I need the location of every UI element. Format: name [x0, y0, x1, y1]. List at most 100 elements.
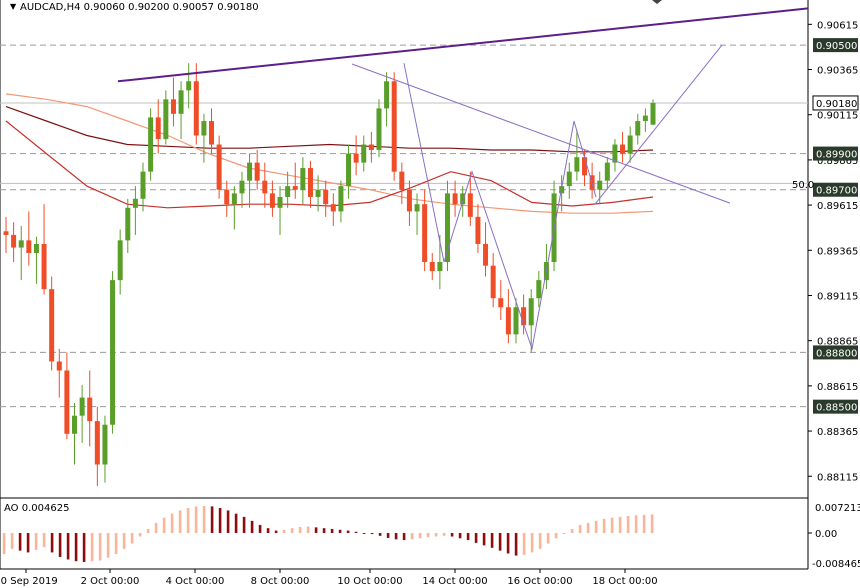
chart-header: AUDCAD,H4 0.90060 0.90200 0.90057 0.9018… [20, 2, 259, 13]
candle-body [18, 240, 24, 248]
candle-body [368, 144, 374, 150]
ao-bar [402, 533, 406, 541]
ao-bar [26, 533, 30, 553]
ao-bar [66, 533, 70, 560]
price-tag-label: 0.90180 [816, 99, 857, 110]
ao-bar [130, 533, 134, 544]
price-tag-label: 0.89900 [816, 150, 857, 161]
price-tick-label: 0.89365 [817, 246, 858, 257]
candle-body [163, 99, 169, 140]
candle-body [292, 186, 298, 190]
ao-bar [114, 533, 118, 555]
candle-body [72, 415, 78, 434]
moving-average-red [5, 120, 654, 209]
ao-bar [258, 524, 262, 533]
candle-body [528, 298, 534, 326]
candle-body [536, 280, 542, 299]
candle-body [285, 186, 291, 197]
ao-bar [146, 528, 150, 533]
candle-body [315, 189, 321, 197]
ao-bar [602, 518, 606, 533]
ao-bar [626, 516, 630, 533]
ao-bar [314, 527, 318, 533]
ao-bar [50, 533, 54, 553]
ao-bar [138, 533, 142, 537]
time-tick-label: 8 Oct 00:00 [251, 576, 310, 587]
price-tag-box [813, 182, 858, 197]
ao-bar [410, 533, 414, 540]
time-tick-label: 4 Oct 00:00 [166, 576, 225, 587]
candle-body [444, 193, 450, 263]
ao-bar [554, 533, 558, 539]
zigzag-line[interactable] [403, 63, 597, 351]
resistance-trendline[interactable] [117, 7, 809, 83]
candle-body [64, 370, 70, 434]
price-tick-label: 0.89115 [817, 291, 858, 302]
ao-bar [58, 533, 62, 557]
ao-bar [90, 533, 94, 562]
ao-bar [98, 533, 102, 561]
ao-bar [490, 533, 494, 548]
price-tag-label: 0.88500 [816, 403, 857, 414]
candle-body [155, 117, 161, 140]
candle-body [498, 298, 504, 308]
candle-body [216, 144, 222, 190]
menu-toggle-icon[interactable]: ▼ [10, 2, 17, 11]
price-tick-label: 0.89615 [817, 201, 858, 212]
ao-bar [386, 533, 390, 538]
ao-bar [178, 510, 182, 533]
ao-bar [466, 533, 470, 541]
ao-tick-min: -0.008465 [812, 559, 860, 570]
ao-bar [162, 517, 166, 533]
ao-bar [346, 530, 350, 533]
ao-bar [378, 533, 382, 536]
ao-tick-zero: 0.00 [815, 529, 837, 540]
time-tick-label: 10 Oct 00:00 [337, 576, 402, 587]
ao-bar [218, 508, 222, 533]
ao-bar [514, 533, 518, 556]
ascending-trendline[interactable] [594, 44, 723, 205]
corner-marker-icon [652, 0, 662, 4]
candle-body [361, 144, 367, 163]
ao-bar [594, 520, 598, 533]
candle-body [627, 135, 633, 154]
candle-body [269, 193, 275, 208]
ao-bar [434, 533, 438, 537]
ao-label: AO 0.004625 [4, 503, 69, 514]
ao-bar [482, 533, 486, 546]
candle-body [11, 234, 17, 248]
price-tag-box [812, 95, 859, 111]
candle-body [300, 168, 306, 190]
candle-body [642, 115, 648, 122]
ao-bar [634, 515, 638, 533]
candle-body [338, 186, 344, 212]
candle-body [574, 157, 580, 172]
candle-body [597, 180, 603, 190]
candle-body [117, 240, 123, 281]
descending-trendline[interactable] [351, 63, 731, 204]
candle-body [612, 144, 618, 163]
ao-bar [250, 520, 254, 533]
ao-bar [506, 533, 510, 554]
candle-body [102, 424, 108, 465]
candle-body [33, 243, 39, 253]
ao-bar [322, 528, 326, 533]
candle-body [620, 144, 626, 154]
candle-body [277, 196, 283, 208]
ao-bar [642, 514, 646, 533]
candle-body [604, 162, 610, 181]
ao-bar [610, 517, 614, 533]
ao-bar [242, 516, 246, 533]
ao-bar [474, 533, 478, 543]
candle-body [148, 117, 154, 172]
ao-bar [34, 533, 38, 550]
ao-bar [18, 533, 22, 551]
ao-bar [170, 513, 174, 533]
candle-body [452, 193, 458, 205]
ao-bar [530, 533, 534, 553]
ao-bar [370, 533, 374, 535]
price-tag-label: 0.90500 [816, 41, 857, 52]
ao-bar [498, 533, 502, 551]
candle-body [94, 421, 100, 465]
